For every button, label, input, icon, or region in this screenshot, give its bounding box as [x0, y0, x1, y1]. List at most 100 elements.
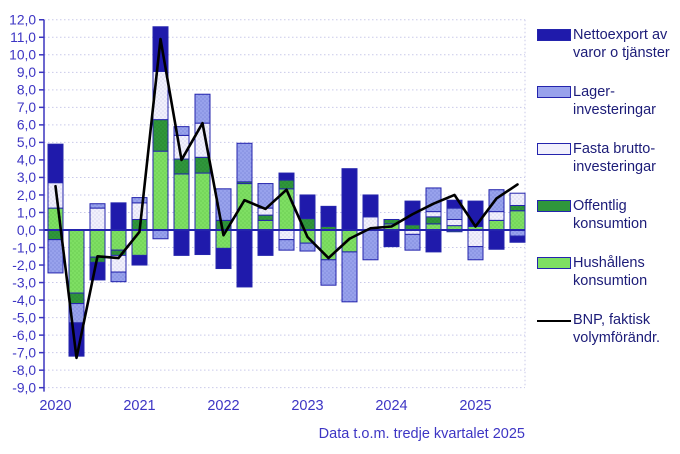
y-tick-label: -1,0: [12, 240, 36, 255]
y-tick-label: 3,0: [17, 170, 37, 185]
legend-label-line: volymförändr.: [573, 330, 661, 346]
legend-swatch-lager: [537, 86, 571, 98]
bar-segment: [341, 251, 358, 303]
chart-legend: Nettoexport av varor o tjänster Lager-inv…: [537, 26, 679, 368]
legend-label: Lager-investeringar: [573, 83, 656, 119]
legend-label: BNP, faktisk volymförändr.: [573, 311, 660, 347]
bar-segment: [278, 239, 295, 251]
x-year-label: 2021: [123, 398, 155, 414]
bar-segment: [110, 229, 127, 251]
y-tick-label: 9,0: [17, 65, 37, 80]
bar-segment: [173, 158, 190, 175]
legend-item-offentlig: Offentlig konsumtion: [537, 197, 679, 233]
bar-segment: [488, 229, 505, 250]
x-year-label: 2022: [207, 398, 239, 414]
y-tick-labels: -9,0 -8,0 -7,0 -6,0 -5,0 -4,0 -3,0 -2,0 -1,0 0,0 1…: [9, 13, 36, 396]
bar-segment: [383, 229, 400, 248]
bar-segment: [194, 156, 211, 174]
legend-swatch-fasta: [537, 143, 571, 155]
bar-segment: [278, 172, 295, 181]
legend-label-line: investeringar: [573, 102, 657, 118]
legend-label-line: BNP, faktisk: [573, 312, 651, 328]
y-tick-label: -2,0: [12, 258, 36, 273]
y-tick-label: 1,0: [17, 205, 37, 220]
legend-label-line: varor o tjänster: [573, 45, 670, 61]
bar-segment: [425, 229, 442, 253]
x-year-label: 2024: [375, 398, 407, 414]
gridlines: [44, 19, 526, 389]
y-tick-label: -6,0: [12, 328, 36, 343]
legend-swatch-bnp-line: [537, 320, 571, 322]
legend-label-line: Nettoexport av: [573, 27, 668, 43]
x-year-label: 2020: [39, 398, 71, 414]
y-tick-label: 7,0: [17, 100, 37, 115]
bar-segment: [425, 216, 442, 225]
bar-segment: [299, 194, 316, 220]
legend-label-line: konsumtion: [573, 273, 648, 289]
bar-segment: [131, 254, 148, 266]
legend-label-line: Fasta brutto-: [573, 141, 656, 157]
bar-segment: [173, 173, 190, 231]
y-tick-label: 10,0: [9, 48, 36, 63]
bar-segment: [509, 204, 526, 212]
bar-segment: [509, 235, 526, 243]
y-tick-label: 2,0: [17, 188, 37, 203]
legend-label-line: Lager-: [573, 84, 615, 100]
bar-segment: [110, 202, 127, 231]
y-tick-label: -9,0: [12, 380, 36, 395]
bar-segment: [173, 229, 190, 256]
y-tick-label: 6,0: [17, 118, 37, 133]
bar-segment: [341, 168, 358, 231]
bar-segment: [152, 150, 169, 231]
bar-segment: [194, 172, 211, 231]
y-tick-label: -3,0: [12, 275, 36, 290]
bar-segment: [257, 214, 274, 221]
bar-segment: [299, 242, 316, 252]
legend-label: Nettoexport av varor o tjänster: [573, 26, 670, 62]
bar-segment: [194, 93, 211, 124]
bar-segment: [89, 207, 106, 231]
bar-segment: [362, 229, 379, 261]
legend-item-hushallens: Hushållens konsumtion: [537, 254, 679, 290]
bar-segment: [488, 189, 505, 213]
bar-segment: [467, 229, 484, 248]
y-tick-label: 5,0: [17, 135, 37, 150]
bar-segment: [89, 229, 106, 258]
bar-segment: [152, 229, 169, 240]
bar-segment: [341, 229, 358, 253]
bar-segment: [131, 197, 148, 204]
y-axis: [39, 19, 45, 392]
bar-segment: [278, 229, 295, 241]
legend-swatch-nettoexport: [537, 29, 571, 41]
bar-segment: [173, 126, 190, 136]
legend-swatch-offentlig: [537, 200, 571, 212]
bar-segment: [215, 247, 232, 270]
y-tick-label: 8,0: [17, 83, 37, 98]
legend-swatch-hushallens: [537, 257, 571, 269]
y-tick-label: -8,0: [12, 363, 36, 378]
bar-segment: [47, 143, 64, 184]
bar-segment: [68, 292, 85, 305]
bar-segment: [404, 233, 421, 251]
bar-segment: [488, 211, 505, 221]
y-tick-label: 4,0: [17, 153, 37, 168]
bar-segment: [446, 207, 463, 220]
y-tick-label: 12,0: [9, 13, 36, 28]
legend-item-nettoexport: Nettoexport av varor o tjänster: [537, 26, 679, 62]
data-caption: Data t.o.m. tredje kvartalet 2025: [318, 426, 525, 442]
bar-segment: [467, 200, 484, 227]
legend-item-lager: Lager-investeringar: [537, 83, 679, 119]
bar-segment: [509, 192, 526, 206]
legend-item-bnp: BNP, faktisk volymförändr.: [537, 311, 679, 347]
legend-label-line: investeringar: [573, 159, 657, 175]
legend-label-line: Offentlig: [573, 198, 627, 214]
bar-segment: [47, 239, 64, 274]
y-tick-label: 0,0: [17, 223, 37, 238]
y-tick-label: -4,0: [12, 293, 36, 308]
legend-label: Hushållens konsumtion: [573, 254, 647, 290]
legend-label: Fasta brutto-investeringar: [573, 140, 656, 176]
bar-segment: [89, 203, 106, 209]
x-year-label: 2023: [291, 398, 323, 414]
